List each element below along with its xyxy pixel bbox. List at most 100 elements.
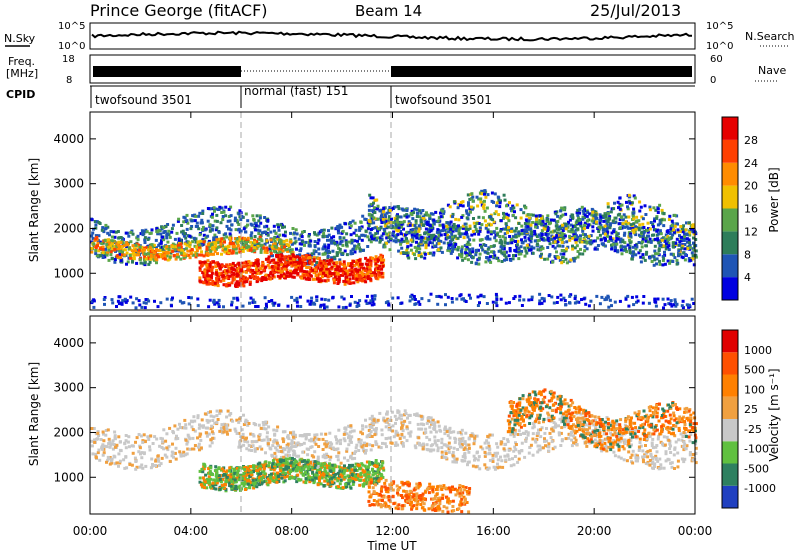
data-pixel bbox=[443, 228, 447, 232]
data-pixel bbox=[219, 242, 223, 246]
data-pixel bbox=[399, 242, 403, 246]
data-pixel bbox=[384, 222, 388, 226]
data-pixel bbox=[180, 248, 184, 252]
data-pixel bbox=[182, 450, 186, 454]
data-pixel bbox=[514, 235, 518, 239]
data-pixel bbox=[215, 414, 219, 418]
data-pixel bbox=[434, 244, 437, 248]
data-pixel bbox=[461, 200, 465, 204]
data-pixel bbox=[338, 250, 342, 254]
data-pixel bbox=[248, 282, 252, 286]
data-pixel bbox=[520, 304, 524, 307]
data-pixel bbox=[530, 230, 534, 234]
data-pixel bbox=[125, 241, 129, 245]
data-pixel bbox=[267, 300, 271, 303]
data-pixel bbox=[566, 417, 570, 421]
data-pixel bbox=[330, 236, 334, 240]
data-pixel bbox=[151, 464, 155, 468]
data-pixel bbox=[485, 206, 489, 210]
data-pixel bbox=[641, 240, 644, 244]
data-pixel bbox=[621, 245, 625, 249]
data-pixel bbox=[173, 451, 177, 455]
data-pixel bbox=[502, 447, 506, 451]
data-pixel bbox=[210, 268, 214, 272]
data-pixel bbox=[445, 224, 449, 228]
data-pixel bbox=[371, 444, 375, 448]
data-pixel bbox=[353, 264, 357, 267]
data-pixel bbox=[505, 204, 508, 208]
data-pixel bbox=[126, 440, 130, 444]
data-pixel bbox=[261, 264, 265, 267]
data-pixel bbox=[343, 439, 347, 443]
data-pixel bbox=[579, 247, 582, 251]
data-pixel bbox=[345, 243, 348, 247]
data-pixel bbox=[356, 280, 360, 284]
data-pixel bbox=[443, 425, 447, 429]
data-pixel bbox=[408, 434, 412, 438]
data-pixel bbox=[325, 259, 329, 263]
cpid-panel: CPID twofsound 3501 normal (fast) 151 tw… bbox=[6, 84, 695, 108]
data-pixel bbox=[653, 244, 657, 248]
data-pixel bbox=[627, 195, 631, 199]
data-pixel bbox=[539, 235, 543, 239]
data-pixel bbox=[512, 297, 516, 300]
data-pixel bbox=[483, 199, 486, 203]
data-pixel bbox=[653, 298, 657, 302]
data-pixel bbox=[463, 459, 467, 463]
data-pixel bbox=[413, 234, 417, 238]
data-pixel bbox=[393, 234, 396, 238]
data-pixel bbox=[675, 237, 679, 241]
data-pixel bbox=[350, 238, 354, 242]
data-pixel bbox=[325, 270, 329, 274]
data-pixel bbox=[378, 236, 382, 240]
data-pixel bbox=[682, 224, 685, 228]
data-pixel bbox=[266, 257, 270, 261]
data-pixel bbox=[568, 238, 572, 242]
data-pixel bbox=[157, 255, 160, 259]
data-pixel bbox=[499, 229, 503, 233]
data-pixel bbox=[115, 305, 118, 308]
data-pixel bbox=[160, 239, 163, 243]
data-pixel bbox=[414, 226, 418, 230]
data-pixel bbox=[464, 300, 468, 303]
data-pixel bbox=[684, 228, 688, 232]
data-pixel bbox=[559, 293, 563, 297]
data-pixel bbox=[613, 244, 617, 248]
data-pixel bbox=[677, 249, 681, 253]
data-pixel bbox=[494, 210, 498, 214]
data-pixel bbox=[503, 258, 506, 262]
data-pixel bbox=[492, 200, 495, 204]
data-pixel bbox=[674, 304, 678, 308]
data-pixel bbox=[594, 239, 597, 243]
data-pixel bbox=[662, 212, 666, 215]
data-pixel bbox=[479, 197, 483, 201]
data-pixel bbox=[522, 211, 526, 215]
data-pixel bbox=[499, 455, 502, 459]
data-pixel bbox=[276, 267, 280, 271]
data-pixel bbox=[656, 297, 660, 301]
data-pixel bbox=[468, 248, 472, 252]
data-pixel bbox=[544, 222, 548, 226]
data-pixel bbox=[335, 278, 338, 281]
data-pixel bbox=[486, 230, 490, 234]
data-pixel bbox=[571, 236, 575, 240]
data-pixel bbox=[317, 252, 321, 256]
data-pixel bbox=[437, 239, 441, 243]
data-pixel bbox=[218, 237, 221, 241]
data-pixel bbox=[514, 240, 517, 243]
data-pixel bbox=[567, 436, 571, 440]
data-pixel bbox=[172, 254, 176, 258]
data-pixel bbox=[131, 232, 135, 236]
data-pixel bbox=[606, 217, 610, 221]
data-pixel bbox=[680, 255, 684, 259]
data-pixel bbox=[369, 256, 373, 260]
data-pixel bbox=[182, 255, 186, 259]
data-pixel bbox=[452, 243, 455, 247]
data-pixel bbox=[189, 227, 193, 231]
data-pixel bbox=[520, 238, 523, 242]
data-pixel bbox=[335, 251, 339, 255]
data-pixel bbox=[227, 244, 230, 248]
data-pixel bbox=[127, 445, 131, 449]
data-pixel bbox=[638, 441, 642, 444]
data-pixel bbox=[395, 220, 399, 224]
